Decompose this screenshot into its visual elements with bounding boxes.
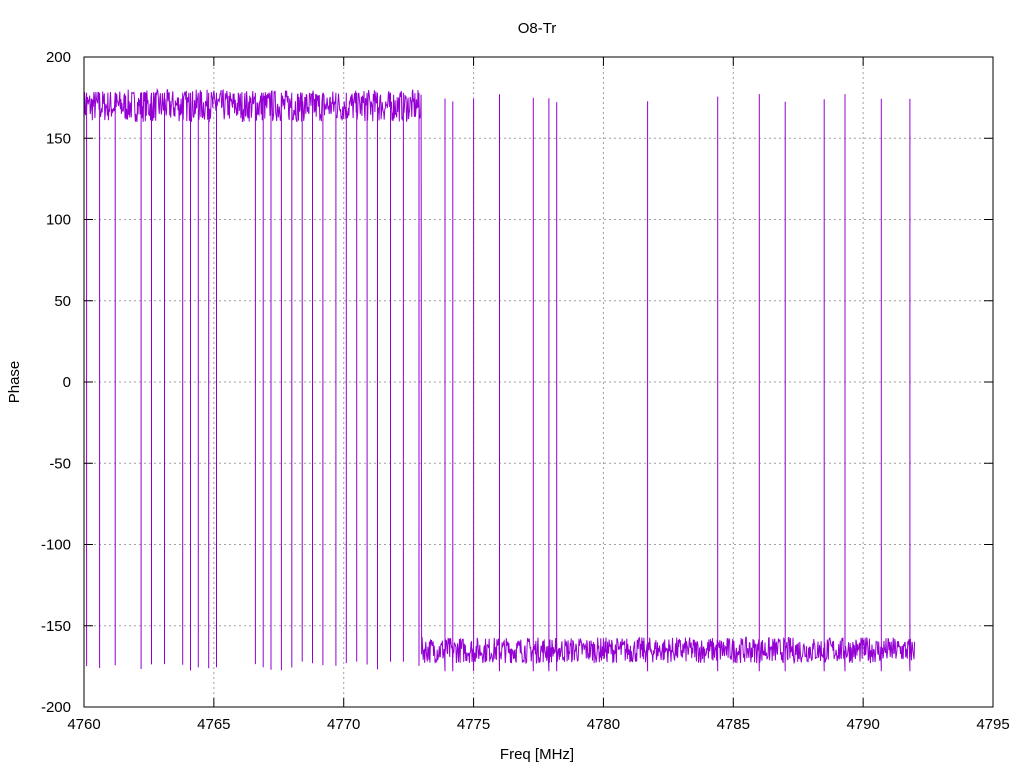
y-tick-label: 0 — [63, 374, 71, 391]
x-tick-label: 4785 — [717, 716, 750, 733]
ticks: 4760 4765 4770 4775 4780 4785 4790 4795 -200 -150… — [41, 49, 1010, 733]
x-tick-label: 4775 — [457, 716, 490, 733]
x-tick-label: 4795 — [976, 716, 1009, 733]
y-tick-label: 200 — [46, 49, 71, 66]
x-tick-label: 4765 — [197, 716, 230, 733]
x-tick-label: 4760 — [67, 716, 100, 733]
chart-title: O8-Tr — [518, 20, 557, 37]
y-tick-label: -200 — [41, 699, 71, 716]
y-tick-label: 50 — [54, 293, 71, 310]
x-axis-title: Freq [MHz] — [500, 746, 574, 763]
y-tick-label: 100 — [46, 212, 71, 229]
series-phase — [83, 87, 916, 672]
y-axis-title: Phase — [6, 361, 23, 404]
y-tick-label: -50 — [49, 455, 71, 472]
phase-line — [83, 87, 916, 672]
x-tick-label: 4770 — [327, 716, 360, 733]
y-tick-label: 150 — [46, 130, 71, 147]
y-tick-label: -100 — [41, 537, 71, 554]
x-tick-label: 4790 — [846, 716, 879, 733]
y-tick-label: -150 — [41, 618, 71, 635]
x-tick-label: 4780 — [587, 716, 620, 733]
